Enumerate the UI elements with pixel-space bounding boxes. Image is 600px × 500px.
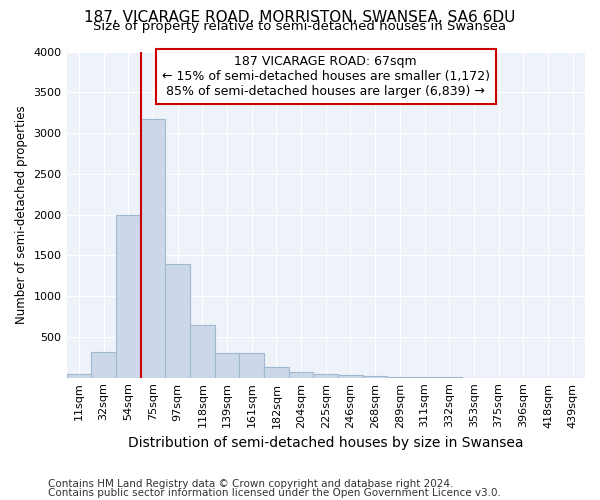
Bar xyxy=(116,214,140,378)
Text: 187 VICARAGE ROAD: 67sqm
← 15% of semi-detached houses are smaller (1,172)
85% o: 187 VICARAGE ROAD: 67sqm ← 15% of semi-d… xyxy=(162,55,490,98)
Bar xyxy=(190,324,215,378)
Bar xyxy=(313,374,338,378)
Bar xyxy=(363,376,388,378)
Bar xyxy=(338,375,363,378)
Text: Contains HM Land Registry data © Crown copyright and database right 2024.: Contains HM Land Registry data © Crown c… xyxy=(48,479,454,489)
Bar xyxy=(388,377,412,378)
Bar xyxy=(67,374,91,378)
Bar xyxy=(239,353,264,378)
Text: 187, VICARAGE ROAD, MORRISTON, SWANSEA, SA6 6DU: 187, VICARAGE ROAD, MORRISTON, SWANSEA, … xyxy=(85,10,515,25)
Bar xyxy=(215,353,239,378)
Bar xyxy=(91,352,116,378)
Bar xyxy=(264,367,289,378)
X-axis label: Distribution of semi-detached houses by size in Swansea: Distribution of semi-detached houses by … xyxy=(128,436,524,450)
Text: Contains public sector information licensed under the Open Government Licence v3: Contains public sector information licen… xyxy=(48,488,501,498)
Bar xyxy=(289,372,313,378)
Y-axis label: Number of semi-detached properties: Number of semi-detached properties xyxy=(15,106,28,324)
Bar xyxy=(140,119,165,378)
Text: Size of property relative to semi-detached houses in Swansea: Size of property relative to semi-detach… xyxy=(94,20,506,33)
Bar xyxy=(165,264,190,378)
